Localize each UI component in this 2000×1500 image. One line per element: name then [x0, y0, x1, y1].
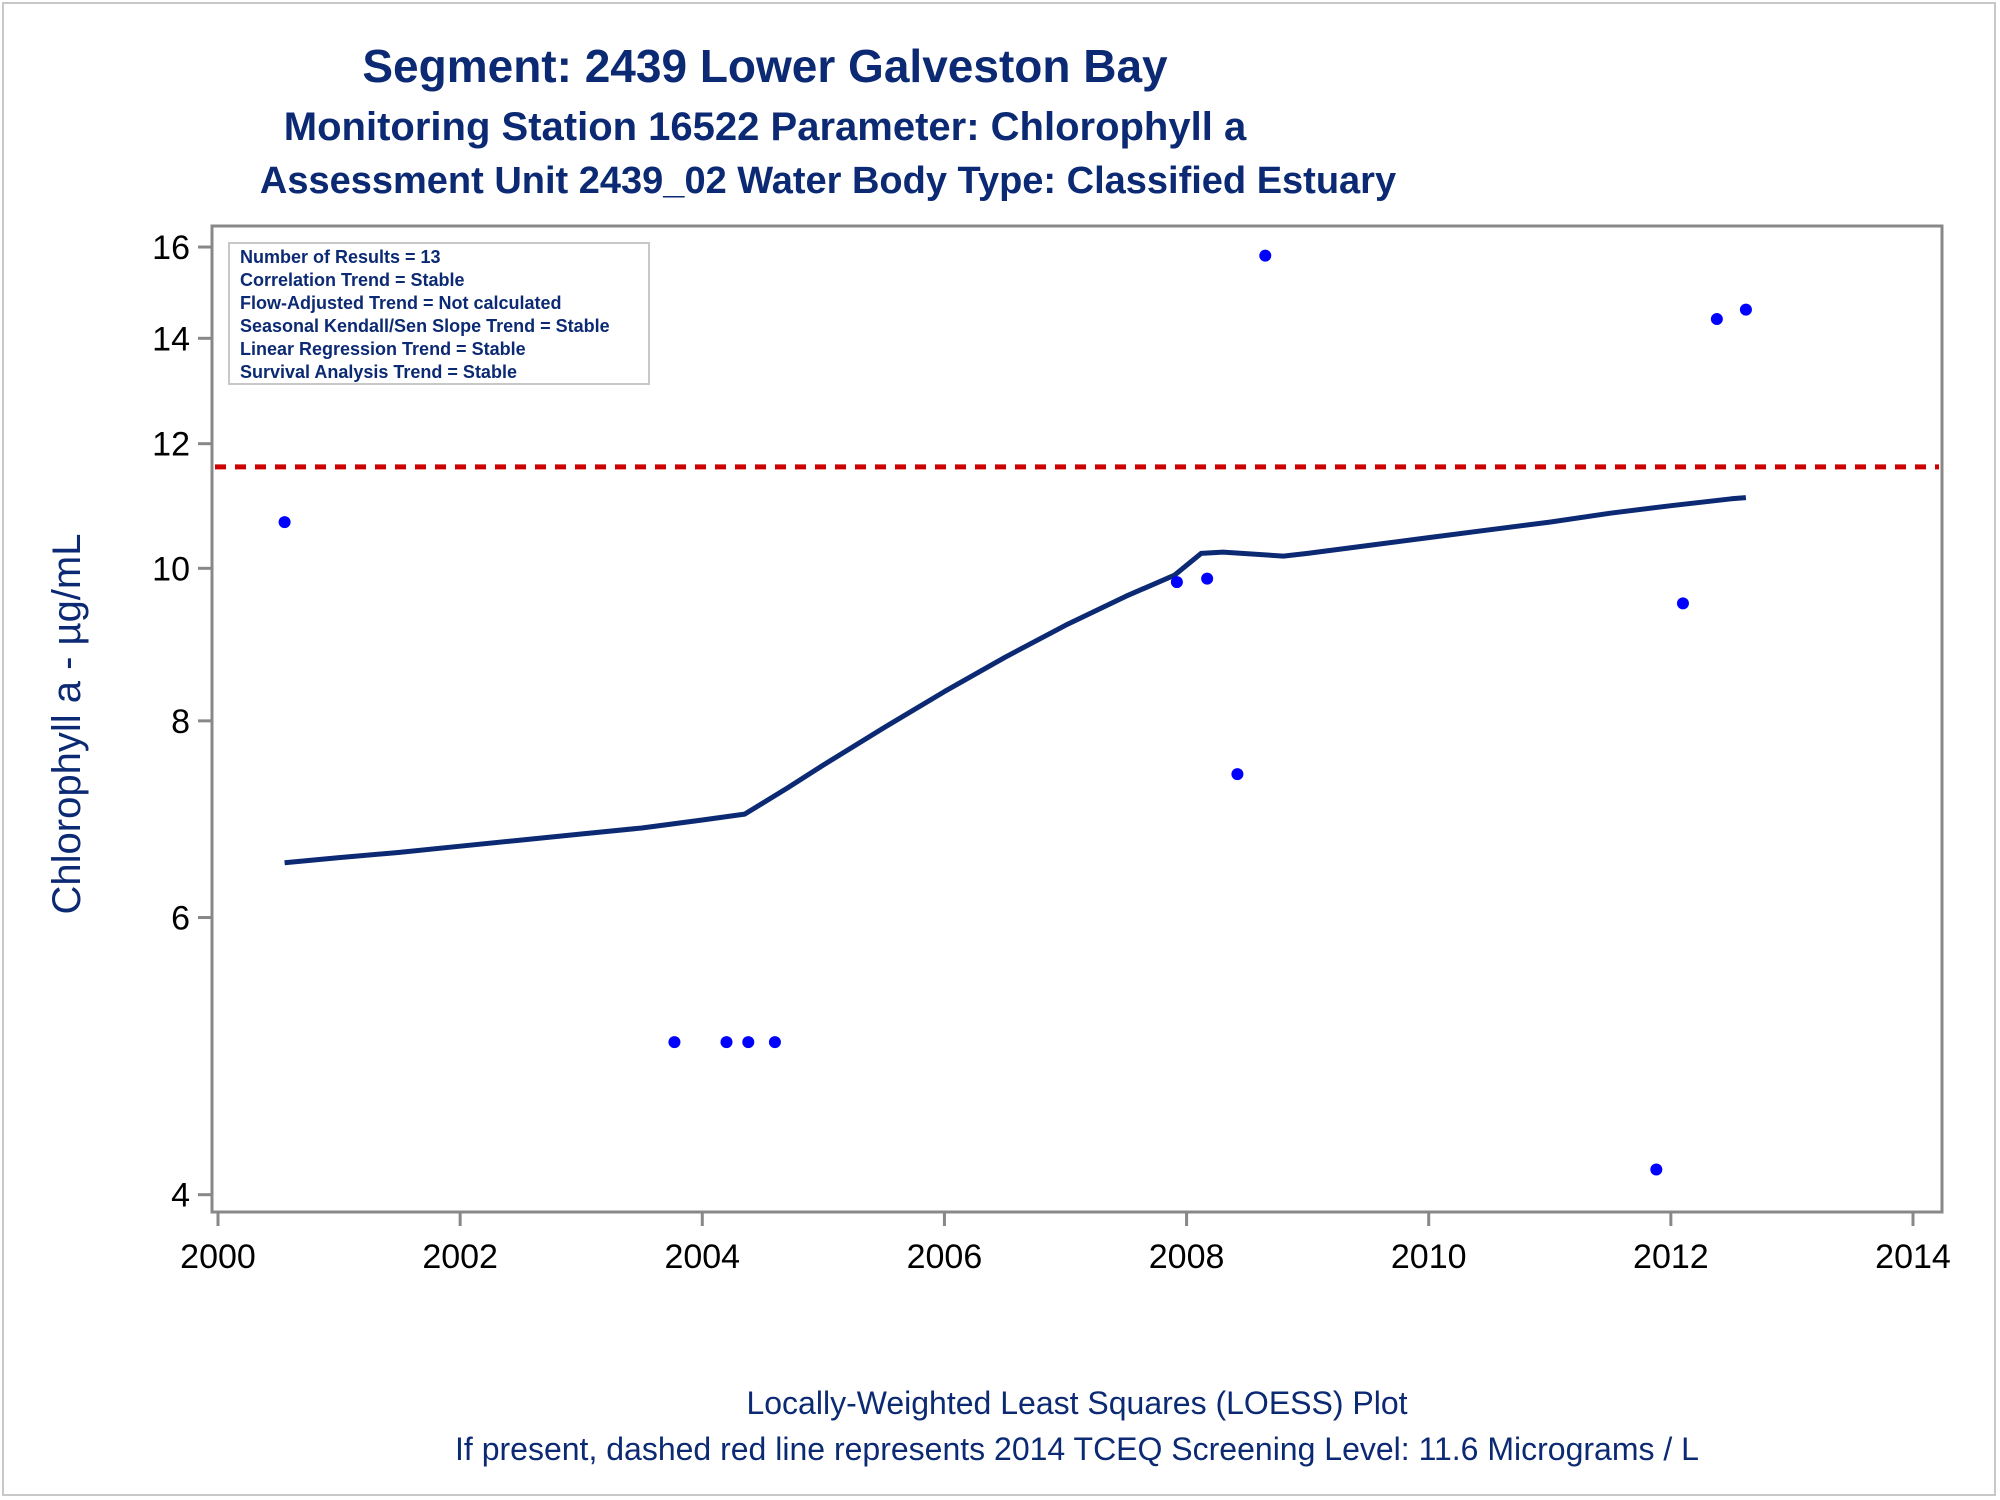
stats-survival-analysis-trend: Survival Analysis Trend = Stable	[240, 362, 517, 382]
y-tick-label: 6	[171, 900, 190, 938]
x-tick-label: 2012	[1633, 1238, 1709, 1276]
stats-flow-adjusted-trend: Flow-Adjusted Trend = Not calculated	[240, 293, 562, 313]
plot-area	[210, 224, 1944, 1214]
data-point	[668, 1036, 681, 1049]
data-point	[1201, 572, 1214, 585]
y-tick-label: 14	[152, 320, 190, 358]
data-point	[1676, 597, 1689, 610]
data-point	[1710, 313, 1723, 326]
footnote-screening-level: If present, dashed red line represents 2…	[455, 1431, 1699, 1467]
y-axis-label: Chlorophyll a - µg/mL	[45, 534, 89, 915]
data-point	[1650, 1163, 1663, 1176]
footnote-loess: Locally-Weighted Least Squares (LOESS) P…	[746, 1385, 1407, 1421]
data-point	[1259, 249, 1272, 262]
stats-box-border	[228, 242, 650, 385]
x-tick-label: 2008	[1149, 1238, 1225, 1276]
y-tick-label: 8	[171, 703, 190, 741]
x-tick-label: 2010	[1391, 1238, 1467, 1276]
stats-seasonal-kendall-trend: Seasonal Kendall/Sen Slope Trend = Stabl…	[240, 316, 610, 336]
y-tick-label: 16	[152, 229, 190, 267]
stats-correlation-trend: Correlation Trend = Stable	[240, 270, 465, 290]
chart-title: Segment: 2439 Lower Galveston Bay	[362, 40, 1168, 92]
x-tick-label: 2006	[907, 1238, 983, 1276]
stats-number-of-results: Number of Results = 13	[240, 247, 441, 267]
chart-subtitle-station: Monitoring Station 16522 Parameter: Chlo…	[284, 105, 1247, 149]
data-point	[1739, 303, 1752, 316]
x-tick-label: 2000	[180, 1238, 256, 1276]
data-points	[278, 249, 1752, 1176]
stats-linear-regression-trend: Linear Regression Trend = Stable	[240, 339, 526, 359]
x-tick-label: 2014	[1875, 1238, 1951, 1276]
x-tick-label: 2004	[664, 1238, 740, 1276]
loess-trend-line	[284, 495, 1747, 866]
chart-svg: Segment: 2439 Lower Galveston Bay Monito…	[45, 40, 1951, 1467]
chart-subtitle-unit: Assessment Unit 2439_02 Water Body Type:…	[260, 160, 1396, 202]
data-point	[278, 516, 291, 529]
y-tick-label: 10	[152, 550, 190, 588]
stats-box: Number of Results = 13 Correlation Trend…	[228, 242, 650, 385]
y-tick-label: 12	[152, 426, 190, 464]
x-tick-label: 2002	[422, 1238, 498, 1276]
data-point	[1231, 768, 1244, 781]
data-point	[768, 1036, 781, 1049]
y-axis: 4 6 8 10 12 14 16	[152, 229, 212, 1215]
data-point	[1170, 576, 1183, 589]
y-tick-label: 4	[171, 1177, 190, 1215]
data-point	[720, 1036, 733, 1049]
x-axis: 2000 2002 2004 2006 2008 2010 2012 2014	[180, 1212, 1951, 1276]
data-point	[742, 1036, 755, 1049]
